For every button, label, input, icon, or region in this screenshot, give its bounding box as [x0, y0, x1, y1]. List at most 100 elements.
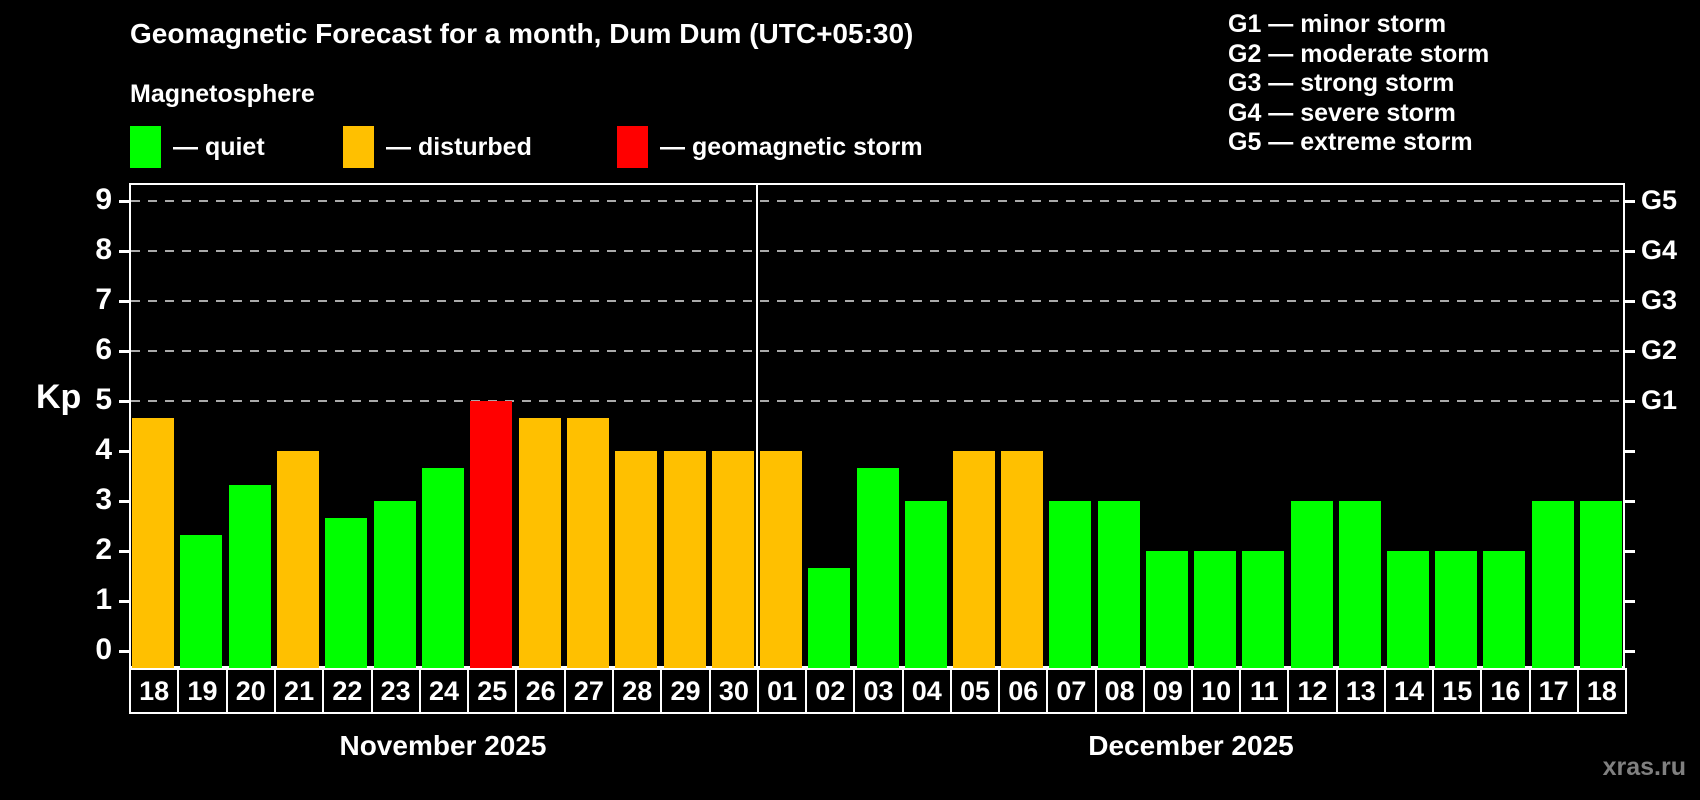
kp-bar: [180, 534, 223, 668]
kp-bar: [325, 517, 368, 668]
kp-bar: [663, 451, 706, 668]
quiet-swatch-icon: [130, 126, 161, 168]
g-axis-tick: [1625, 500, 1635, 503]
gridline: [131, 200, 1623, 202]
kp-bar: [953, 451, 995, 668]
g-scale-label: G2: [1641, 335, 1678, 365]
date-label: 23: [370, 668, 421, 714]
g4-legend-line: G4 — severe storm: [1228, 98, 1456, 127]
date-label: 04: [901, 668, 952, 714]
g-axis-tick: [1625, 250, 1635, 253]
date-label: 17: [1528, 668, 1579, 714]
month-divider-line: [756, 183, 758, 668]
g-axis-tick: [1625, 450, 1635, 453]
date-label: 24: [418, 668, 470, 714]
y-tick-label: 9: [95, 183, 112, 216]
date-label: 02: [805, 668, 856, 714]
g-axis-tick: [1625, 300, 1635, 303]
kp-bar: [904, 501, 947, 668]
date-label: 13: [1335, 668, 1386, 714]
date-label: 18: [1576, 668, 1627, 714]
g-axis-tick: [1625, 350, 1635, 353]
date-label: 14: [1383, 668, 1435, 714]
legend-item-storm: — geomagnetic storm: [617, 126, 923, 168]
kp-bar: [1242, 551, 1285, 668]
y-axis-tick: [119, 650, 129, 653]
date-label: 06: [998, 668, 1049, 714]
y-tick-label: 3: [95, 483, 112, 516]
y-axis-tick: [119, 250, 129, 253]
y-axis-label: Kp: [36, 378, 82, 416]
g-axis-tick: [1625, 600, 1635, 603]
g-axis-tick: [1625, 550, 1635, 553]
date-label: 21: [273, 668, 325, 714]
gridline: [131, 300, 1623, 302]
page-title: Geomagnetic Forecast for a month, Dum Du…: [130, 18, 914, 49]
kp-bar: [566, 417, 609, 668]
g5-legend-line: G5 — extreme storm: [1228, 128, 1473, 156]
y-axis-tick: [119, 350, 129, 353]
date-label: 08: [1094, 668, 1145, 714]
date-label: 07: [1046, 668, 1097, 714]
y-axis-tick: [119, 300, 129, 303]
kp-bar: [422, 467, 464, 668]
date-label: 18: [129, 668, 180, 714]
legend-label-quiet: — quiet: [173, 132, 265, 161]
kp-bar: [1049, 501, 1092, 668]
kp-bar: [808, 567, 851, 668]
kp-bar: [470, 401, 513, 668]
date-label: 27: [563, 668, 615, 714]
kp-bar: [373, 501, 416, 668]
kp-bar: [1387, 551, 1429, 668]
date-label: 28: [612, 668, 663, 714]
y-tick-label: 6: [95, 333, 112, 366]
y-axis-tick: [119, 200, 129, 203]
date-label: 22: [322, 668, 373, 714]
y-tick-label: 4: [95, 433, 112, 466]
g-scale-label: G5: [1641, 185, 1678, 215]
disturbed-swatch-icon: [343, 126, 374, 168]
kp-bar: [1097, 501, 1140, 668]
y-axis-tick: [119, 450, 129, 453]
g-scale-label: G4: [1641, 235, 1678, 265]
kp-bar: [760, 451, 803, 668]
legend-label-disturbed: — disturbed: [386, 132, 532, 161]
date-label: 25: [467, 668, 518, 714]
kp-bar: [1290, 501, 1333, 668]
kp-bar: [132, 417, 175, 668]
kp-bar: [1483, 551, 1526, 668]
magnetosphere-subtitle: Magnetosphere: [130, 80, 315, 108]
date-label: 10: [1191, 668, 1242, 714]
kp-bar: [228, 484, 271, 668]
kp-bar: [856, 467, 899, 668]
legend-item-quiet: — quiet: [130, 126, 265, 168]
kp-bar: [1001, 451, 1044, 668]
month-label: December 2025: [1088, 730, 1294, 761]
kp-bar: [1435, 551, 1478, 668]
kp-bar: [1579, 501, 1622, 668]
date-label: 05: [949, 668, 1001, 714]
kp-bar: [1145, 551, 1188, 668]
date-label: 11: [1239, 668, 1290, 714]
date-label: 20: [225, 668, 276, 714]
date-label: 09: [1142, 668, 1193, 714]
kp-bar: [1338, 501, 1381, 668]
storm-swatch-icon: [617, 126, 648, 168]
g2-legend-line: G2 — moderate storm: [1228, 39, 1490, 68]
g-axis-tick: [1625, 200, 1635, 203]
g-axis-tick: [1625, 650, 1635, 653]
kp-bar: [277, 451, 320, 668]
g-scale-label: G1: [1641, 385, 1678, 415]
y-axis-tick: [119, 400, 129, 403]
g-scale-label: G3: [1641, 285, 1678, 315]
y-axis-tick: [119, 550, 129, 553]
g1-legend-line: G1 — minor storm: [1228, 10, 1447, 38]
y-tick-label: 5: [95, 383, 112, 416]
g-axis-tick: [1625, 400, 1635, 403]
date-label: 15: [1432, 668, 1483, 714]
y-axis-tick: [119, 600, 129, 603]
legend-label-storm: — geomagnetic storm: [660, 132, 923, 161]
y-axis-tick: [119, 500, 129, 503]
gridline: [131, 250, 1623, 252]
kp-bar: [518, 417, 561, 668]
